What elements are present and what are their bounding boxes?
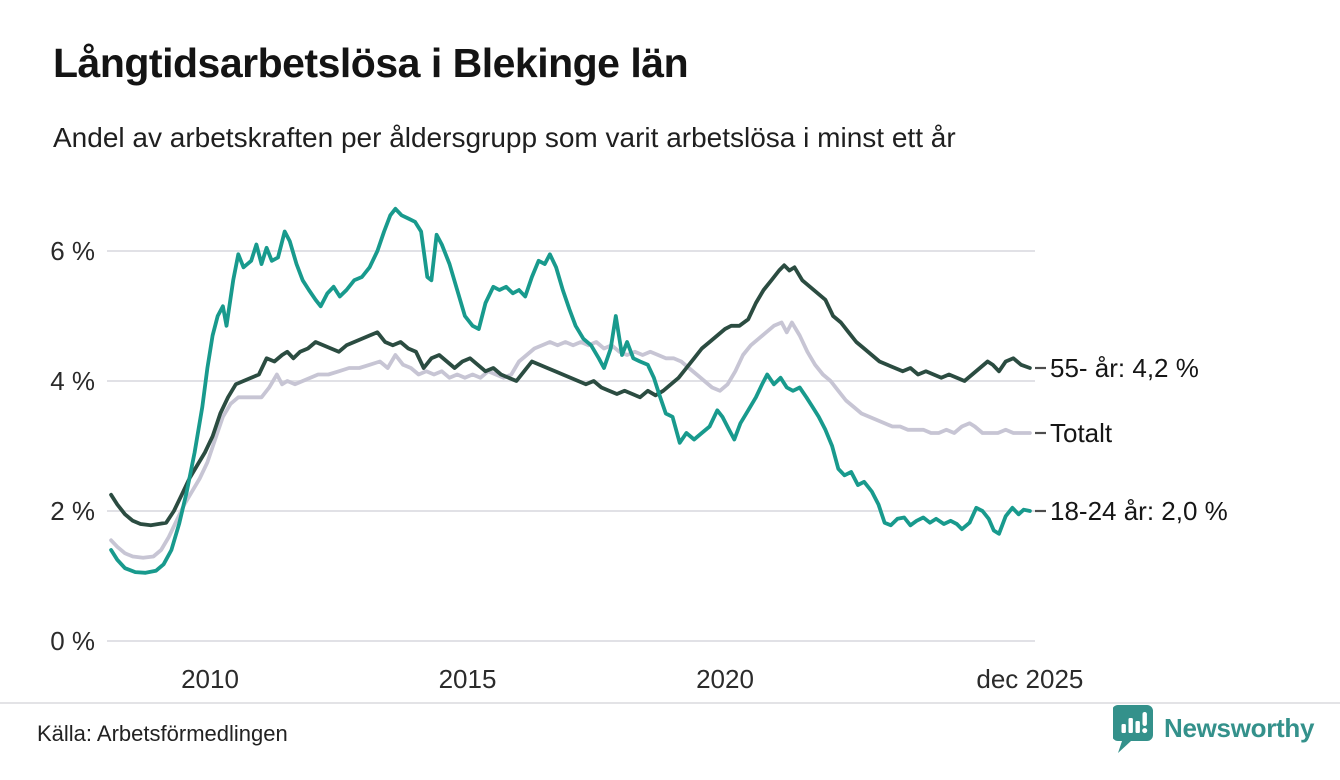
y-tick-label-2: 2 %	[50, 496, 95, 526]
series-line-18-24-ar	[109, 206, 1032, 575]
speech-bubble-shape	[1113, 705, 1153, 753]
exclamation-dot	[1142, 728, 1148, 734]
source-text: Källa: Arbetsförmedlingen	[37, 721, 288, 746]
page-title: Långtidsarbetslösa i Blekinge län	[53, 40, 689, 86]
x-tick-label-2010: 2010	[181, 664, 239, 694]
exclamation-stem	[1142, 712, 1147, 726]
series-end-label-18-24-ar: 18-24 år: 2,0 %	[1050, 496, 1228, 526]
y-tick-label-0: 0 %	[50, 626, 95, 656]
bar-2	[1128, 718, 1133, 733]
bar-3	[1135, 721, 1140, 733]
y-tick-label-4: 4 %	[50, 366, 95, 396]
x-tick-label-2020: 2020	[696, 664, 754, 694]
series-line-55-ar	[109, 263, 1032, 528]
newsworthy-logo-icon	[1113, 705, 1153, 753]
bar-1	[1121, 724, 1126, 733]
series-end-label-totalt: Totalt	[1050, 418, 1113, 448]
x-tick-label-2015: 2015	[438, 664, 497, 694]
y-tick-label-6: 6 %	[50, 236, 95, 266]
brand-wordmark: Newsworthy	[1164, 712, 1315, 743]
footer-divider	[0, 702, 1340, 704]
series-end-label-55-ar: 55- år: 4,2 %	[1050, 353, 1199, 383]
x-tick-label-dec-2025: dec 2025	[976, 664, 1084, 694]
series-line-totalt	[109, 320, 1032, 560]
page-subtitle: Andel av arbetskraften per åldersgrupp s…	[53, 122, 956, 153]
brand-lockup: Newsworthy	[1113, 702, 1314, 760]
